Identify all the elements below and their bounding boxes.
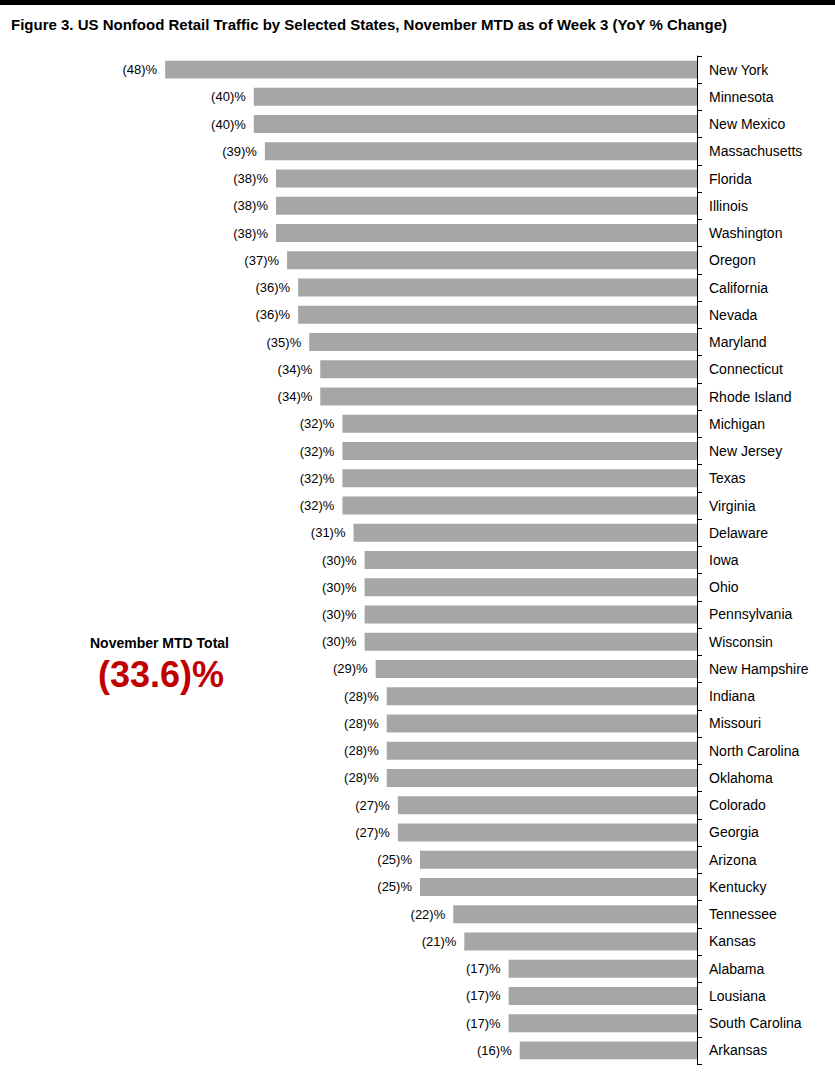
svg-text:Iowa: Iowa xyxy=(709,552,739,568)
svg-text:(28)%: (28)% xyxy=(344,743,379,758)
svg-text:(36)%: (36)% xyxy=(255,280,290,295)
svg-text:(29)%: (29)% xyxy=(333,661,368,676)
svg-text:(33.6)%: (33.6)% xyxy=(98,654,224,695)
svg-text:Oklahoma: Oklahoma xyxy=(709,770,773,786)
svg-text:(35)%: (35)% xyxy=(267,335,302,350)
svg-text:(38)%: (38)% xyxy=(233,171,268,186)
svg-text:(32)%: (32)% xyxy=(300,444,335,459)
svg-text:Tennessee: Tennessee xyxy=(709,906,777,922)
svg-text:Ohio: Ohio xyxy=(709,579,739,595)
svg-text:New Hampshire: New Hampshire xyxy=(709,661,809,677)
svg-text:Kentucky: Kentucky xyxy=(709,879,767,895)
svg-text:(30)%: (30)% xyxy=(322,607,357,622)
svg-text:(32)%: (32)% xyxy=(300,416,335,431)
svg-text:Figure 3. US Nonfood Retail Tr: Figure 3. US Nonfood Retail Traffic by S… xyxy=(11,16,727,33)
svg-text:California: California xyxy=(709,280,768,296)
svg-text:Arizona: Arizona xyxy=(709,852,757,868)
svg-text:(28)%: (28)% xyxy=(344,770,379,785)
svg-text:Delaware: Delaware xyxy=(709,525,768,541)
svg-text:Maryland: Maryland xyxy=(709,334,767,350)
svg-text:Rhode Island: Rhode Island xyxy=(709,389,792,405)
svg-text:(28)%: (28)% xyxy=(344,689,379,704)
svg-text:Lousiana: Lousiana xyxy=(709,988,766,1004)
svg-text:Michigan: Michigan xyxy=(709,416,765,432)
svg-text:(22)%: (22)% xyxy=(411,907,446,922)
svg-text:Nevada: Nevada xyxy=(709,307,757,323)
svg-text:(27)%: (27)% xyxy=(355,798,390,813)
svg-text:(27)%: (27)% xyxy=(355,825,390,840)
svg-text:(17)%: (17)% xyxy=(466,1016,501,1031)
svg-text:(17)%: (17)% xyxy=(466,961,501,976)
svg-text:(48)%: (48)% xyxy=(122,62,157,77)
svg-text:(40)%: (40)% xyxy=(211,89,246,104)
svg-text:(36)%: (36)% xyxy=(255,307,290,322)
svg-text:New York: New York xyxy=(709,62,769,78)
svg-text:(40)%: (40)% xyxy=(211,117,246,132)
svg-text:(30)%: (30)% xyxy=(322,634,357,649)
svg-text:Connecticut: Connecticut xyxy=(709,361,783,377)
svg-text:Illinois: Illinois xyxy=(709,198,748,214)
svg-text:Wisconsin: Wisconsin xyxy=(709,634,773,650)
svg-text:North Carolina: North Carolina xyxy=(709,743,799,759)
svg-text:(31)%: (31)% xyxy=(311,525,346,540)
svg-text:(30)%: (30)% xyxy=(322,553,357,568)
svg-text:(17)%: (17)% xyxy=(466,988,501,1003)
svg-text:Virginia: Virginia xyxy=(709,498,756,514)
svg-text:Texas: Texas xyxy=(709,470,746,486)
svg-text:New Jersey: New Jersey xyxy=(709,443,782,459)
svg-text:(21)%: (21)% xyxy=(422,934,457,949)
svg-text:Alabama: Alabama xyxy=(709,961,764,977)
svg-text:(38)%: (38)% xyxy=(233,226,268,241)
svg-text:(32)%: (32)% xyxy=(300,471,335,486)
svg-text:Washington: Washington xyxy=(709,225,782,241)
svg-text:Kansas: Kansas xyxy=(709,933,756,949)
svg-text:(16)%: (16)% xyxy=(477,1043,512,1058)
svg-text:Pennsylvania: Pennsylvania xyxy=(709,606,792,622)
svg-text:New Mexico: New Mexico xyxy=(709,116,785,132)
svg-text:(28)%: (28)% xyxy=(344,716,379,731)
svg-text:(39)%: (39)% xyxy=(222,144,257,159)
svg-text:Colorado: Colorado xyxy=(709,797,766,813)
svg-text:Oregon: Oregon xyxy=(709,252,756,268)
svg-text:Florida: Florida xyxy=(709,171,752,187)
svg-text:Georgia: Georgia xyxy=(709,824,759,840)
svg-text:(37)%: (37)% xyxy=(244,253,279,268)
svg-text:(32)%: (32)% xyxy=(300,498,335,513)
svg-text:(34)%: (34)% xyxy=(278,362,313,377)
svg-text:South Carolina: South Carolina xyxy=(709,1015,802,1031)
svg-text:(25)%: (25)% xyxy=(377,879,412,894)
svg-text:(30)%: (30)% xyxy=(322,580,357,595)
svg-text:Minnesota: Minnesota xyxy=(709,89,774,105)
svg-text:Massachusetts: Massachusetts xyxy=(709,143,802,159)
svg-text:(38)%: (38)% xyxy=(233,198,268,213)
svg-text:Missouri: Missouri xyxy=(709,715,761,731)
svg-text:November MTD Total: November MTD Total xyxy=(90,635,229,651)
svg-text:(34)%: (34)% xyxy=(278,389,313,404)
svg-text:Indiana: Indiana xyxy=(709,688,755,704)
svg-text:(25)%: (25)% xyxy=(377,852,412,867)
svg-text:Arkansas: Arkansas xyxy=(709,1042,767,1058)
